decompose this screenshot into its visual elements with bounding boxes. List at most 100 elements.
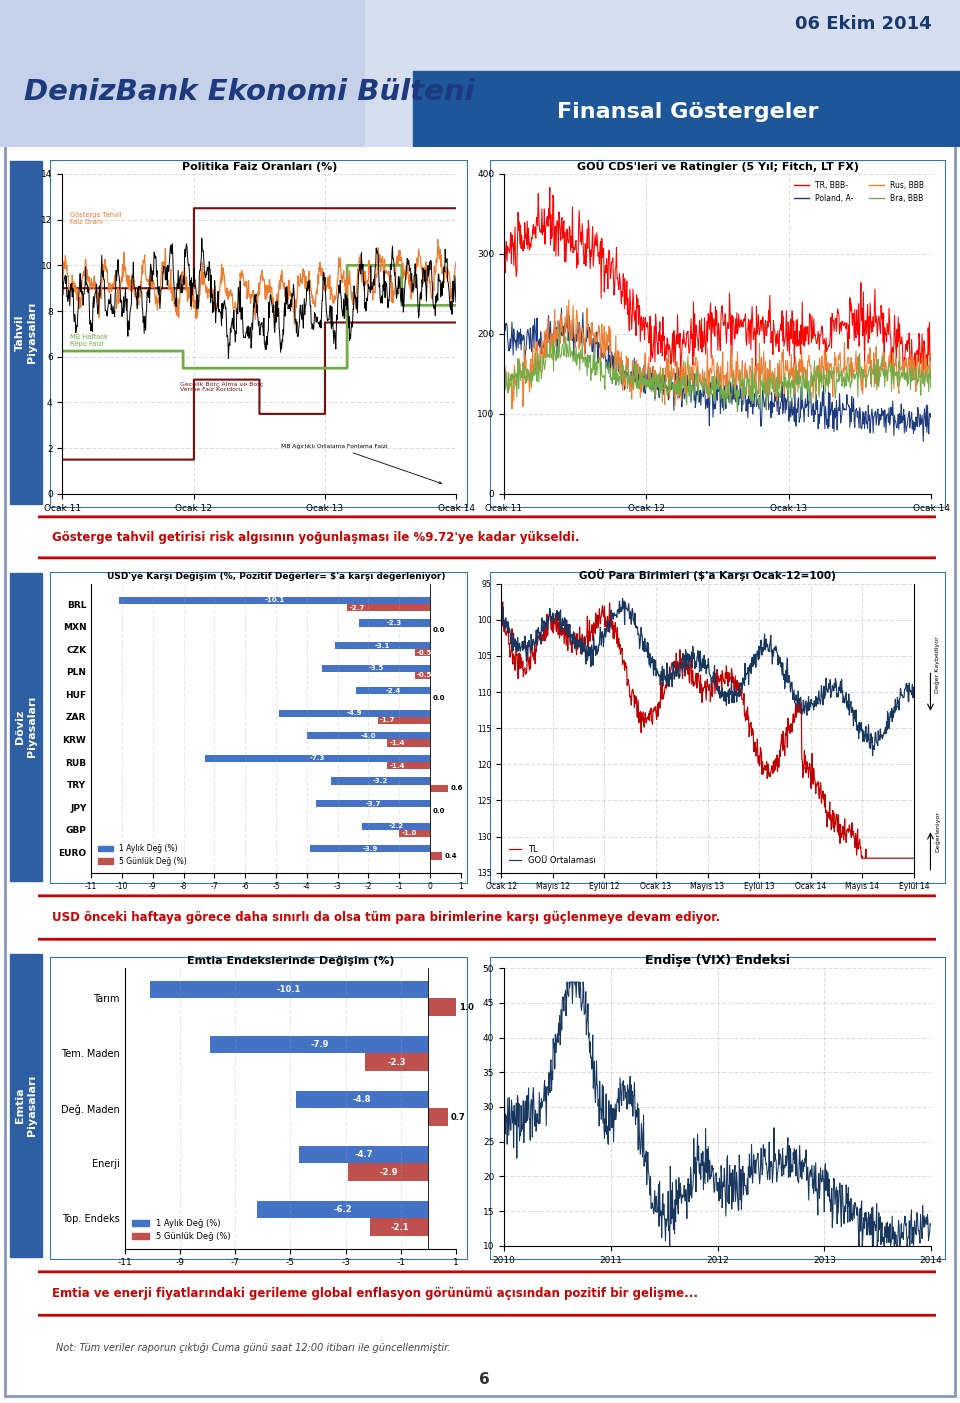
GOÜ Ortalaması	[735, 675, 747, 692]
Bar	[210, 1035, 428, 1054]
Bar	[371, 1218, 428, 1236]
Legend: 1 Aylık Değ (%), 5 Günlük Değ (%): 1 Aylık Değ (%), 5 Günlük Değ (%)	[95, 840, 190, 868]
Text: -3.7: -3.7	[366, 801, 381, 807]
Text: -1.0: -1.0	[401, 831, 417, 836]
FancyBboxPatch shape	[34, 1273, 941, 1315]
Bar	[430, 784, 448, 791]
Text: Gecelik Borç Alma ve Borç
Verme Faiz Koridoru: Gecelik Borç Alma ve Borç Verme Faiz Kor…	[180, 382, 264, 393]
Text: 0.0: 0.0	[432, 627, 445, 633]
Legend: TL, GOÜ Ortalaması: TL, GOÜ Ortalaması	[505, 842, 599, 868]
Bar	[150, 981, 428, 999]
Text: -4.8: -4.8	[353, 1096, 372, 1104]
TL	[497, 593, 509, 610]
Text: USD önceki haftaya görece daha sınırlı da olsa tüm para birimlerine karşı güçlen: USD önceki haftaya görece daha sınırlı d…	[52, 911, 720, 925]
Bar	[348, 1163, 428, 1181]
TL	[758, 758, 770, 774]
Bar	[387, 762, 430, 769]
Legend: TR, BBB-, Poland, A-, Rus, BBB, Bra, BBB: TR, BBB-, Poland, A-, Rus, BBB, Bra, BBB	[791, 178, 927, 206]
Text: -1.4: -1.4	[390, 739, 405, 746]
Text: Emtia ve enerji fiyatlarındaki gerileme global enflasyon görünümü açısından pozi: Emtia ve enerji fiyatlarındaki gerileme …	[52, 1287, 698, 1301]
Text: -3.1: -3.1	[374, 643, 390, 648]
Bar	[365, 1054, 428, 1070]
Title: USD'ye Karşı Değişim (%, Pozitif Değerler= $'a karşı değerleniyor): USD'ye Karşı Değişim (%, Pozitif Değerle…	[107, 572, 445, 581]
Text: 06 Ekim 2014: 06 Ekim 2014	[795, 15, 931, 32]
Line: TL: TL	[501, 602, 914, 859]
GOÜ Ortalaması	[852, 723, 863, 739]
Text: Gösterge tahvil getirisi risk algısının yoğunlaşması ile %9.72'ye kadar yükseldi: Gösterge tahvil getirisi risk algısının …	[52, 530, 580, 544]
Text: -0.5: -0.5	[417, 672, 432, 678]
Text: -3.9: -3.9	[362, 846, 377, 852]
Bar	[387, 739, 430, 746]
GOÜ Ortalaması	[495, 607, 507, 624]
Text: -7.3: -7.3	[310, 755, 325, 762]
GOÜ Ortalaması	[867, 748, 878, 765]
Bar	[257, 1201, 428, 1218]
TL	[908, 850, 920, 867]
Text: Not: Tüm veriler raporun çıktığı Cuma günü saat 12:00 itibarı ile güncellenmişti: Not: Tüm veriler raporun çıktığı Cuma gü…	[57, 1343, 450, 1354]
Text: 0.0: 0.0	[432, 694, 445, 702]
Text: -7.9: -7.9	[310, 1040, 328, 1049]
Title: Endişe (VIX) Endeksi: Endişe (VIX) Endeksi	[645, 954, 790, 967]
Bar	[347, 605, 430, 612]
Bar	[299, 1146, 428, 1163]
Bar	[428, 1108, 447, 1127]
Text: Tahvil
Piyasaları: Tahvil Piyasaları	[15, 302, 36, 363]
Bar	[316, 800, 430, 807]
Text: -2.7: -2.7	[349, 605, 365, 610]
Bar	[359, 619, 430, 627]
Text: 0.7: 0.7	[450, 1113, 466, 1121]
TL	[495, 610, 507, 627]
Bar	[356, 687, 430, 694]
Text: -2.2: -2.2	[389, 824, 404, 829]
Text: DenizBank Ekonomi Bülteni: DenizBank Ekonomi Bülteni	[24, 79, 474, 107]
Bar	[323, 665, 430, 672]
Text: 1.0: 1.0	[459, 1003, 473, 1012]
Title: Emtia Endekslerinde Değişim (%): Emtia Endekslerinde Değişim (%)	[186, 955, 395, 965]
Text: -2.4: -2.4	[385, 687, 400, 693]
Text: -1.4: -1.4	[390, 763, 405, 769]
Text: -1.7: -1.7	[380, 717, 396, 724]
Text: -2.3: -2.3	[387, 620, 402, 626]
Text: -4.0: -4.0	[361, 732, 376, 739]
GOÜ Ortalaması	[747, 650, 758, 666]
Text: -2.3: -2.3	[388, 1058, 406, 1066]
Line: GOÜ Ortalaması: GOÜ Ortalaması	[501, 599, 914, 756]
Bar	[415, 672, 430, 679]
Text: 0.6: 0.6	[451, 786, 464, 791]
Text: -0.5: -0.5	[417, 650, 432, 655]
Text: Finansal Göstergeler: Finansal Göstergeler	[557, 102, 818, 122]
Bar	[428, 999, 456, 1016]
TL	[521, 658, 533, 675]
GOÜ Ortalaması	[758, 626, 770, 643]
Title: Politika Faiz Oranları (%): Politika Faiz Oranları (%)	[181, 161, 337, 171]
TL	[735, 680, 747, 697]
GOÜ Ortalaması	[809, 697, 821, 714]
Text: 0.4: 0.4	[444, 853, 457, 859]
GOÜ Ortalaması	[908, 682, 920, 699]
TL	[856, 850, 868, 867]
Text: -6.2: -6.2	[333, 1205, 352, 1214]
Bar	[310, 845, 430, 852]
Legend: 1 Aylık Değ (%), 5 Günlük Değ (%): 1 Aylık Değ (%), 5 Günlük Değ (%)	[129, 1215, 233, 1244]
Text: -10.1: -10.1	[264, 598, 284, 603]
Bar	[362, 822, 430, 829]
Bar	[415, 650, 430, 657]
Text: 0.0: 0.0	[432, 808, 445, 814]
Bar	[296, 1090, 428, 1108]
Text: Değer Kaybediyor: Değer Kaybediyor	[934, 637, 940, 693]
Text: MB Haftalık
Repo Faizi: MB Haftalık Repo Faizi	[70, 334, 108, 347]
TL	[809, 770, 821, 787]
Bar	[307, 732, 430, 739]
Title: GOÜ Para Birimleri ($'a Karşı Ocak-12=100): GOÜ Para Birimleri ($'a Karşı Ocak-12=10…	[579, 570, 836, 581]
Text: 6: 6	[479, 1372, 491, 1388]
Bar	[365, 0, 960, 147]
Bar	[205, 755, 430, 762]
FancyBboxPatch shape	[34, 516, 941, 558]
Text: -10.1: -10.1	[276, 985, 301, 995]
Text: -2.9: -2.9	[379, 1167, 397, 1177]
Text: -3.2: -3.2	[373, 779, 389, 784]
Text: MB Ağırlıklı Ortalama Fonlama Faizi: MB Ağırlıklı Ortalama Fonlama Faizi	[281, 443, 442, 484]
Bar	[334, 643, 430, 650]
Bar	[399, 829, 430, 838]
Text: Döviz
Piyasaları: Döviz Piyasaları	[15, 696, 36, 758]
